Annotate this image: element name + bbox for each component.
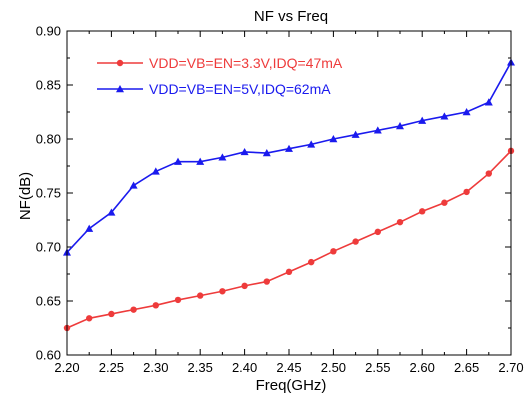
x-tick-label: 2.60 (410, 360, 435, 375)
data-point (174, 157, 182, 165)
data-point (107, 208, 116, 216)
data-point (418, 116, 427, 124)
data-point (307, 140, 316, 148)
data-point (396, 122, 404, 130)
data-point (308, 258, 315, 266)
data-point (196, 157, 205, 165)
legend-marker (116, 59, 124, 67)
data-point (484, 98, 493, 106)
y-axis-label: NF(dB) (17, 172, 34, 220)
data-point (108, 310, 115, 318)
y-tick-label: 0.90 (36, 24, 61, 39)
data-point (396, 218, 404, 226)
y-tick-label: 0.60 (36, 348, 61, 363)
x-tick-label: 2.40 (232, 360, 257, 375)
y-tick-label: 0.80 (36, 132, 61, 147)
x-tick-label: 2.50 (321, 360, 346, 375)
data-point (174, 296, 182, 304)
legend: VDD=VB=EN=3.3V,IDQ=47mA VDD=VB=EN=5V,IDQ=… (97, 55, 343, 97)
data-point (86, 315, 93, 322)
data-point (285, 144, 293, 152)
data-point (219, 288, 226, 295)
data-point (218, 153, 227, 161)
x-tick-label: 2.30 (143, 360, 168, 375)
legend-marker (116, 85, 124, 93)
data-point (419, 208, 426, 215)
legend-label: VDD=VB=EN=5V,IDQ=62mA (149, 81, 331, 97)
data-point (441, 199, 448, 206)
y-tick-label: 0.70 (36, 240, 61, 255)
legend-item-1: VDD=VB=EN=3.3V,IDQ=47mA (97, 55, 343, 71)
x-tick-label: 2.70 (498, 360, 523, 375)
x-tick-label: 2.20 (54, 360, 79, 375)
data-point (352, 238, 359, 245)
data-point (330, 248, 337, 255)
data-point (197, 292, 204, 299)
data-point (151, 167, 160, 175)
data-point (263, 278, 270, 285)
data-point (462, 108, 471, 116)
data-point (440, 112, 449, 120)
data-point (374, 228, 381, 236)
series-1 (63, 147, 515, 332)
data-point (485, 170, 492, 177)
data-point (152, 302, 159, 309)
data-point (85, 224, 94, 232)
data-series (63, 58, 515, 332)
y-tick-label: 0.85 (36, 78, 61, 93)
data-point (241, 282, 248, 290)
legend-item-2: VDD=VB=EN=5V,IDQ=62mA (97, 81, 331, 97)
y-tick-label: 0.75 (36, 186, 61, 201)
legend-label: VDD=VB=EN=3.3V,IDQ=47mA (149, 55, 343, 71)
data-point (130, 306, 137, 313)
data-point (129, 181, 138, 189)
data-point (285, 268, 293, 276)
x-tick-label: 2.45 (276, 360, 301, 375)
data-point (463, 188, 470, 196)
chart-title: NF vs Freq (254, 8, 328, 25)
axes: 2.20 2.25 2.30 2.35 2.40 2.45 2.50 2.55 2.60 2.65… (36, 24, 524, 376)
x-tick-label: 2.65 (454, 360, 479, 375)
x-axis-label: Freq(GHz) (256, 377, 327, 394)
data-point (262, 149, 271, 157)
x-tick-label: 2.25 (99, 360, 124, 375)
x-tick-label: 2.55 (365, 360, 390, 375)
plot-frame (66, 30, 512, 356)
data-point (373, 126, 382, 134)
data-point (240, 147, 249, 156)
data-point (351, 130, 360, 138)
data-point (329, 135, 338, 143)
x-tick-label: 2.35 (188, 360, 213, 375)
series-line (66, 150, 512, 329)
y-tick-label: 0.65 (36, 294, 61, 309)
